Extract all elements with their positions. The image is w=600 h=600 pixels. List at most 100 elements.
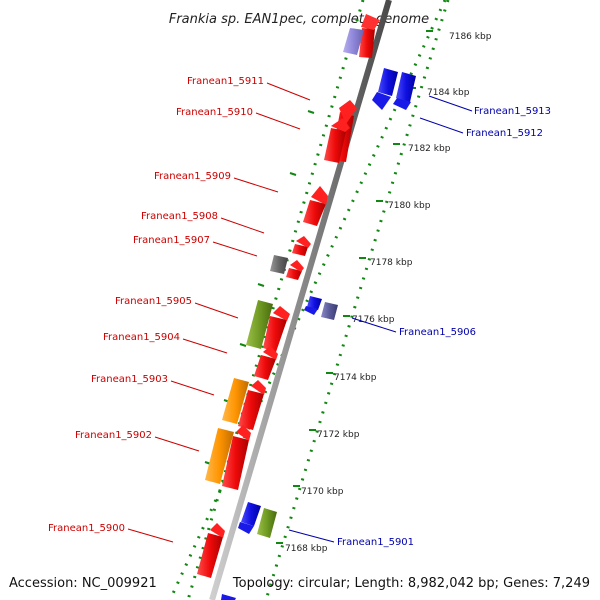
gene-arrow-head[interactable]	[251, 380, 266, 395]
gene-arrow-head[interactable]	[263, 346, 278, 360]
gene-label-5902[interactable]: Franean1_5902	[75, 430, 152, 441]
leader-line	[182, 338, 228, 354]
gene-arrow-body[interactable]	[254, 355, 276, 380]
leader-line	[351, 317, 397, 333]
gene-5904-arrow[interactable]	[254, 346, 278, 380]
gene-arrow-head[interactable]	[331, 118, 350, 132]
tick-label: 7182 kbp	[408, 144, 451, 154]
gene-arrow-body[interactable]	[238, 390, 264, 430]
gene-arrow-head[interactable]	[290, 260, 304, 272]
gene-5906-arrow[interactable]	[304, 296, 322, 315]
gene-5905-olive-box[interactable]	[246, 300, 273, 349]
leader-line	[233, 177, 279, 193]
gene-label-5910[interactable]: Franean1_5910	[176, 107, 253, 118]
tick-label: 7180 kbp	[388, 201, 431, 211]
gene-arrow-head[interactable]	[238, 522, 254, 534]
gene-label-5904[interactable]: Franean1_5904	[103, 332, 180, 343]
gene-arrow-body[interactable]	[324, 128, 346, 163]
gene-label-5901[interactable]: Franean1_5901	[337, 537, 414, 548]
inner-left-ruler-line	[186, 0, 365, 600]
tick-label: 7170 kbp	[301, 487, 344, 497]
gene-label-5912[interactable]: Franean1_5912	[466, 128, 543, 139]
leader-line	[212, 241, 258, 257]
gene-5911-lavender-arrow[interactable]	[343, 28, 364, 55]
gene-5907-gray-box[interactable]	[270, 255, 288, 274]
gene-arrow-head[interactable]	[210, 523, 225, 538]
gene-5902-orange-box[interactable]	[205, 428, 234, 484]
tick-label: 7178 kbp	[370, 258, 413, 268]
gene-arrow-head[interactable]	[393, 98, 411, 110]
gene-arrow-head[interactable]	[339, 100, 357, 124]
gene-label-5908[interactable]: Franean1_5908	[141, 211, 218, 222]
gene-arrow-body[interactable]	[396, 72, 416, 102]
gene-5902-arrow[interactable]	[222, 425, 251, 490]
track-dash	[307, 110, 315, 114]
gene-arrow-head[interactable]	[236, 425, 251, 441]
gene-arrow-head[interactable]	[311, 186, 328, 205]
gene-label-5905[interactable]: Franean1_5905	[115, 296, 192, 307]
tick-label: 7168 kbp	[285, 544, 328, 554]
tick-label: 7186 kbp	[449, 32, 492, 42]
tick-label: 7184 kbp	[427, 88, 470, 98]
gene-5913-arrow[interactable]	[372, 68, 398, 110]
track-dash	[289, 172, 297, 176]
tick-label: 7176 kbp	[352, 315, 395, 325]
gene-5901-arrow[interactable]	[238, 502, 261, 534]
ruler: 7168 kbp 7170 kbp 7172 kbp 7174 kbp 7176…	[276, 30, 492, 554]
leader-line	[194, 302, 239, 319]
tick-label: 7172 kbp	[317, 430, 360, 440]
label-leaders	[127, 82, 473, 543]
gene-arrow-body[interactable]	[292, 244, 308, 256]
gene-arrow-body[interactable]	[263, 316, 287, 352]
gene-label-5903[interactable]: Franean1_5903	[91, 374, 168, 385]
gene-arrow-body[interactable]	[303, 200, 326, 226]
leader-line	[220, 217, 265, 234]
gene-arrow-body[interactable]	[378, 68, 398, 96]
leader-line	[154, 436, 200, 452]
genome-summary-text: Topology: circular; Length: 8,982,042 bp…	[232, 576, 590, 591]
forward-genes	[197, 14, 380, 578]
gene-arrow-body[interactable]	[197, 533, 223, 578]
gene-arrow-body[interactable]	[307, 296, 322, 310]
gene-label-5907[interactable]: Franean1_5907	[133, 235, 210, 246]
gene-arrow-head[interactable]	[372, 92, 391, 110]
gene-5907-arrow[interactable]	[286, 260, 304, 280]
leader-line	[288, 529, 335, 543]
gene-5909-arrow[interactable]	[303, 186, 328, 226]
gene-5906-slate-box[interactable]	[321, 302, 338, 320]
leader-line	[428, 95, 473, 112]
gene-arrow-head[interactable]	[304, 306, 318, 315]
gene-5901-olive-box[interactable]	[257, 508, 277, 538]
gene-partial-blue[interactable]	[221, 594, 236, 600]
gene-labels: Franean1_5911 Franean1_5910 Franean1_590…	[48, 76, 551, 548]
gene-label-5909[interactable]: Franean1_5909	[154, 171, 231, 182]
gene-5900-arrow[interactable]	[197, 523, 225, 578]
gene-label-5913[interactable]: Franean1_5913	[474, 106, 551, 117]
gene-arrow-body[interactable]	[286, 268, 302, 280]
track-dash	[239, 343, 247, 347]
gene-arrow-body[interactable]	[222, 436, 249, 490]
gene-5911-head[interactable]	[361, 14, 380, 30]
leader-line	[419, 117, 464, 134]
gene-label-5900[interactable]: Franean1_5900	[48, 523, 125, 534]
gene-5908-arrow[interactable]	[292, 236, 311, 256]
gene-arrow-head[interactable]	[296, 236, 311, 248]
track-dash	[257, 283, 265, 287]
gene-arrow-body[interactable]	[241, 502, 261, 526]
leader-line	[255, 112, 301, 130]
leader-line	[266, 82, 311, 101]
gene-5903-orange-box[interactable]	[222, 378, 249, 424]
gene-5903-arrow[interactable]	[238, 380, 266, 430]
gene-5911-arrow[interactable]	[359, 28, 375, 58]
gene-label-5906[interactable]: Franean1_5906	[399, 327, 476, 338]
gene-arrow-head[interactable]	[273, 306, 290, 321]
gene-label-5911[interactable]: Franean1_5911	[187, 76, 264, 87]
gene-5912-arrow[interactable]	[393, 72, 416, 110]
gene-arrow[interactable]	[359, 14, 380, 58]
gene-5905-arrow[interactable]	[263, 306, 290, 352]
leader-line	[127, 528, 174, 543]
gene-5910b-arrow[interactable]	[324, 118, 350, 163]
leader-line	[170, 380, 215, 396]
tick-label: 7174 kbp	[334, 373, 377, 383]
